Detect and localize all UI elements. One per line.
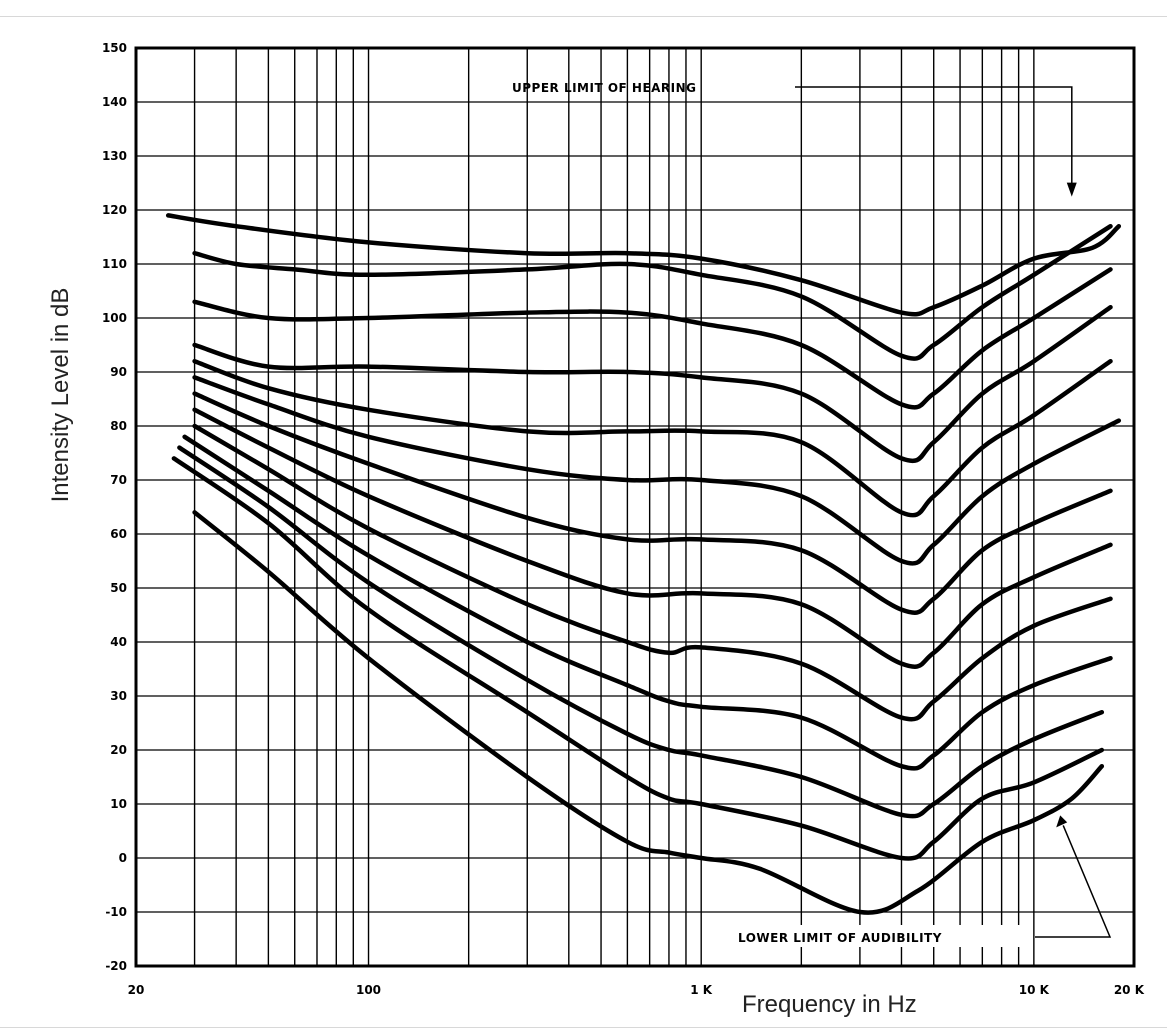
y-tick-label: 40 — [110, 635, 127, 649]
y-tick-label: 130 — [102, 149, 127, 163]
x-tick-label: 20 K — [1114, 983, 1145, 997]
upper-limit-leader — [795, 86, 1073, 185]
loudness-curve-11 — [177, 445, 1105, 819]
loudness-curve-3 — [192, 267, 1113, 410]
y-tick-label: 110 — [102, 257, 127, 271]
tick-labels: -20 -10 0 10 20 30 40 50 60 70 80 90 100 110 120 130 140… — [102, 41, 1145, 997]
x-axis-title: Frequency in Hz — [742, 991, 917, 1018]
loudness-curve-7 — [192, 391, 1113, 615]
y-tick-label: 150 — [102, 41, 127, 55]
y-tick-label: 20 — [110, 743, 127, 757]
y-tick-label: 50 — [110, 581, 127, 595]
y-tick-label: 100 — [102, 311, 127, 325]
lower-limit-arrowhead — [1056, 815, 1068, 828]
y-tick-label: 0 — [119, 851, 127, 865]
y-tick-label: -10 — [105, 905, 127, 919]
x-tick-label: 10 K — [1019, 983, 1050, 997]
x-tick-label: 100 — [356, 983, 381, 997]
loudness-curve-13 — [192, 510, 1105, 915]
y-tick-label: -20 — [105, 959, 127, 973]
loudness-curve-4 — [192, 304, 1113, 464]
loudness-curve-10 — [182, 434, 1113, 771]
upper-limit-arrowhead — [1066, 182, 1077, 197]
plot-border — [134, 46, 1136, 968]
lower-limit-label: LOWER LIMIT OF AUDIBILITY — [738, 931, 942, 945]
y-tick-label: 70 — [110, 473, 127, 487]
annotations: UPPER LIMIT OF HEARING LOWER LIMIT OF AUD… — [512, 81, 1112, 947]
y-tick-label: 120 — [102, 203, 127, 217]
x-tick-label: 20 — [128, 983, 145, 997]
loudness-curve-9 — [192, 423, 1113, 722]
x-tick-label: 1 K — [690, 983, 713, 997]
loudness-curve-12 — [171, 456, 1105, 861]
loudness-curve-6 — [192, 375, 1122, 566]
bottom-border — [0, 1027, 1167, 1028]
lower-label-bg — [734, 925, 1030, 947]
loudness-curve-1 — [165, 213, 1122, 317]
y-tick-label: 80 — [110, 419, 127, 433]
loudness-curve-5 — [192, 358, 1113, 518]
lower-limit-leader — [1035, 825, 1112, 938]
curves — [165, 213, 1122, 915]
top-border — [0, 16, 1167, 17]
grid — [136, 47, 1134, 967]
y-tick-label: 10 — [110, 797, 127, 811]
y-tick-label: 60 — [110, 527, 127, 541]
y-tick-label: 90 — [110, 365, 127, 379]
y-axis-title: Intensity Level in dB — [47, 288, 74, 503]
y-tick-label: 30 — [110, 689, 127, 703]
y-tick-label: 140 — [102, 95, 127, 109]
loudness-curve-8 — [192, 407, 1113, 669]
upper-limit-label: UPPER LIMIT OF HEARING — [512, 81, 697, 95]
loudness-curve-2 — [192, 223, 1113, 361]
